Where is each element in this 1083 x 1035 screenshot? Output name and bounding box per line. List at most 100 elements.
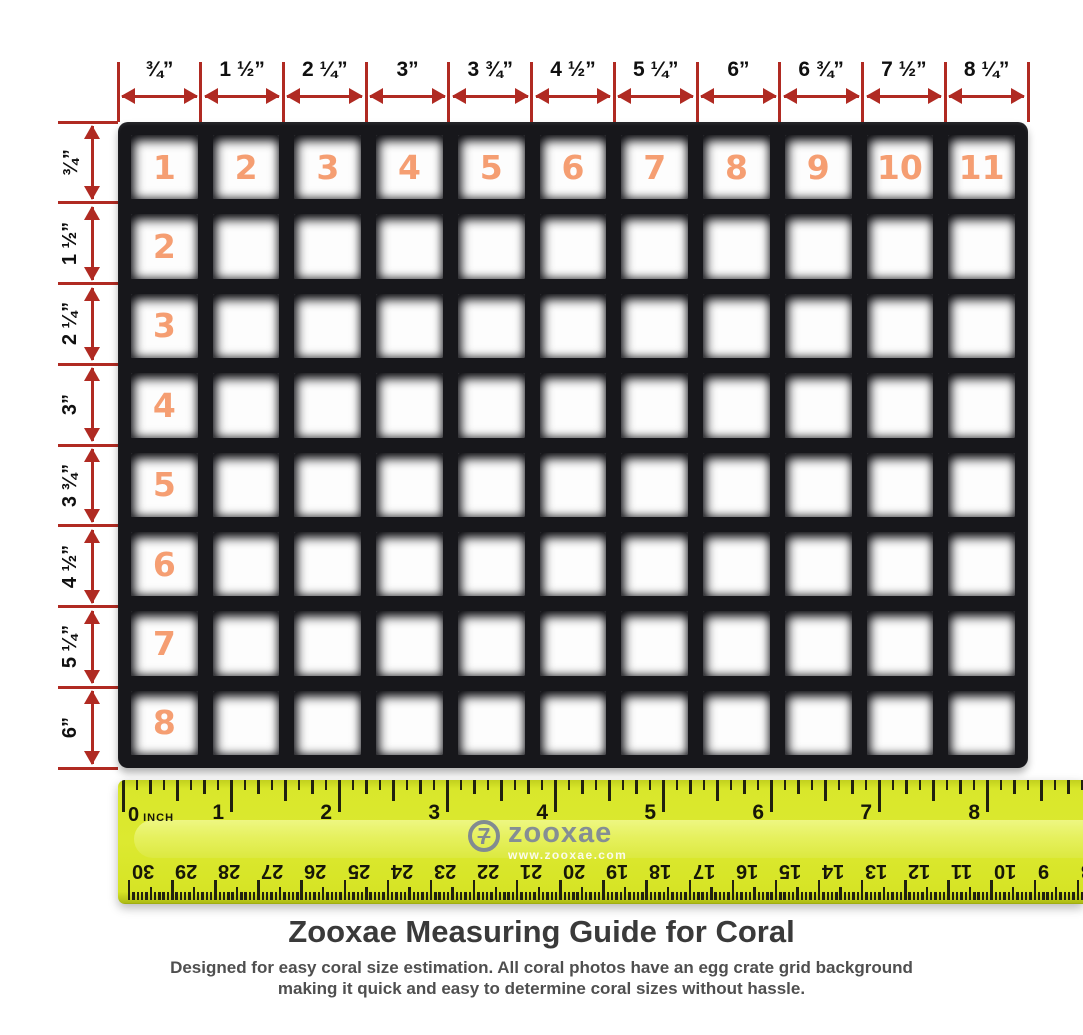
cm-tick — [619, 892, 622, 900]
arrowhead-left-icon — [782, 88, 797, 104]
inch-tick — [257, 780, 260, 794]
cm-tick — [981, 892, 985, 900]
dimension-tick — [58, 362, 118, 366]
cm-tick — [753, 887, 756, 900]
subtitle-line-1: Designed for easy coral size estimation.… — [170, 958, 913, 977]
cm-tick — [222, 892, 226, 900]
cm-tick — [593, 892, 597, 900]
arrowhead-up-icon — [84, 286, 100, 301]
grid-cell — [621, 452, 689, 517]
dimension-label: 3” — [56, 364, 86, 445]
cm-tick — [421, 892, 424, 900]
inch-number: 8 — [968, 801, 980, 824]
cm-tick — [550, 892, 553, 900]
grid-cell — [866, 611, 934, 676]
grid-cell — [457, 214, 525, 279]
dimension-tick — [58, 524, 118, 528]
grid-cell — [539, 531, 607, 597]
inch-tick — [554, 780, 557, 812]
cm-tick — [395, 892, 398, 900]
dimension-arrow — [203, 88, 281, 104]
dimension-arrow — [865, 88, 943, 104]
cm-tick — [175, 892, 178, 900]
inch-tick — [365, 780, 368, 794]
cm-tick — [787, 892, 791, 900]
cm-tick — [209, 892, 213, 900]
inch-number: 4 — [536, 801, 548, 824]
inch-tick — [338, 780, 341, 812]
cm-tick — [848, 892, 851, 900]
dimension-tick — [116, 62, 120, 122]
inch-tick — [689, 780, 692, 794]
dimension-arrow — [84, 205, 100, 281]
inch-tick — [702, 780, 706, 790]
arrow-line — [90, 287, 94, 361]
grid-cell — [376, 452, 443, 517]
arrow-line — [370, 94, 445, 98]
grid-cell — [703, 611, 770, 676]
cm-tick — [270, 892, 273, 900]
grid-cell — [457, 293, 525, 359]
inch-tick — [581, 780, 584, 794]
inch-tick — [945, 780, 949, 790]
grid-cell: 5 — [131, 452, 198, 517]
inch-tick — [608, 780, 611, 801]
arrowhead-right-icon — [680, 88, 695, 104]
cm-tick — [589, 892, 592, 900]
cm-tick — [494, 887, 497, 900]
grid-cell — [703, 214, 770, 279]
arrow-line — [535, 94, 611, 98]
grid-cell: 2 — [131, 214, 198, 279]
grid-cell — [539, 293, 607, 359]
grid-cell — [866, 452, 934, 517]
cm-tick — [727, 892, 730, 900]
dimension-label: 3” — [396, 58, 419, 81]
grid-cell: 4 — [131, 373, 198, 438]
cm-number: 15 — [778, 860, 802, 882]
inch-tick — [972, 780, 976, 790]
inch-tick — [648, 780, 652, 790]
cm-tick — [658, 892, 661, 900]
dimension-tick — [58, 685, 118, 689]
dimension-arrow — [84, 448, 100, 523]
grid-cell — [212, 531, 280, 597]
dimension-label: 6” — [727, 58, 750, 81]
dimension-tick — [861, 62, 865, 122]
cm-tick — [598, 892, 601, 900]
inch-tick — [540, 780, 544, 790]
arrow-line — [287, 94, 363, 98]
cm-tick — [192, 887, 196, 900]
cm-tick — [826, 892, 829, 900]
dimension-label-text: 3” — [59, 394, 82, 416]
cm-tick — [1068, 892, 1071, 900]
grid-cell — [703, 690, 770, 755]
grid-cell — [376, 611, 443, 676]
cm-tick — [774, 880, 778, 900]
zooxae-brand-name: zooxae — [508, 817, 613, 849]
grid-cell — [376, 373, 443, 438]
cm-tick — [930, 892, 933, 900]
grid-cell-number: 1 — [152, 147, 176, 187]
cm-tick — [610, 892, 614, 900]
cm-tick — [442, 892, 446, 900]
cm-tick — [567, 892, 571, 900]
arrowhead-down-icon — [84, 185, 100, 200]
cm-tick — [735, 892, 739, 900]
cm-tick — [744, 892, 747, 900]
dimension-label: 2 ¼” — [56, 284, 86, 365]
arrowhead-right-icon — [514, 88, 529, 104]
dimension-tick — [58, 120, 118, 124]
cm-tick — [671, 892, 674, 900]
cm-tick — [869, 892, 873, 900]
dimension-tick — [695, 62, 699, 122]
cm-tick — [559, 880, 562, 900]
cm-tick — [391, 892, 394, 900]
inch-tick — [527, 780, 530, 794]
cm-tick — [705, 892, 709, 900]
cm-tick — [472, 880, 476, 900]
inch-tick — [743, 780, 746, 794]
arrow-line — [90, 610, 94, 684]
cm-tick — [541, 892, 545, 900]
grid-cell — [212, 373, 280, 438]
